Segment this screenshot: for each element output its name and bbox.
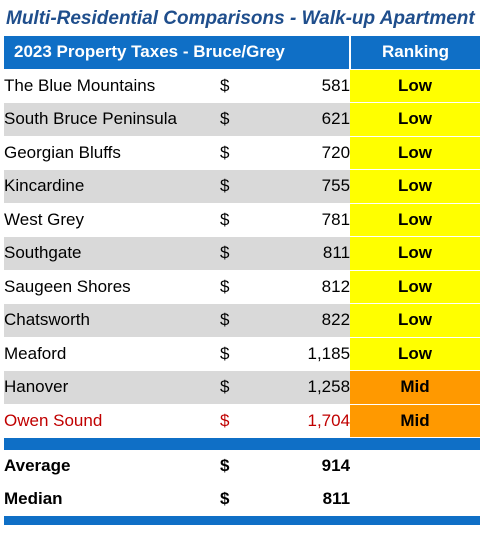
- dollar-sign: $: [220, 482, 270, 516]
- dollar-sign: $: [220, 202, 270, 237]
- table-row: South Bruce Peninsula $621 Low: [4, 102, 481, 136]
- header-ranking-label: Ranking: [350, 36, 481, 69]
- ranking-badge: Low: [350, 169, 481, 203]
- ranking-badge: Mid: [350, 403, 481, 438]
- municipality-name: Saugeen Shores: [4, 269, 220, 304]
- ranking-badge: Low: [350, 68, 481, 103]
- tax-amount: 822: [270, 303, 351, 337]
- tax-amount: 811: [270, 236, 351, 270]
- municipality-name: Chatsworth: [4, 303, 220, 337]
- summary-body: Average $914 Median $811: [4, 437, 481, 525]
- table-row: The Blue Mountains $581 Low: [4, 68, 481, 103]
- table-row: Georgian Bluffs $720 Low: [4, 135, 481, 170]
- dollar-sign: $: [220, 269, 270, 304]
- municipality-name: Meaford: [4, 336, 220, 371]
- divider-band-cell: [4, 515, 481, 525]
- ranking-badge: Mid: [350, 370, 481, 404]
- summary-amount: 811: [270, 482, 351, 516]
- table-row: Kincardine $755 Low: [4, 169, 481, 203]
- page-title: Multi-Residential Comparisons - Walk-up …: [6, 8, 475, 29]
- ranking-badge: Low: [350, 202, 481, 237]
- divider-band: [4, 515, 481, 525]
- municipality-name: Southgate: [4, 236, 220, 270]
- tax-amount: 755: [270, 169, 351, 203]
- municipality-name: Georgian Bluffs: [4, 135, 220, 170]
- summary-empty-cell: [350, 482, 481, 516]
- dollar-sign: $: [220, 403, 270, 438]
- summary-empty-cell: [350, 449, 481, 483]
- table-row: Saugeen Shores $812 Low: [4, 269, 481, 304]
- header-tax-label: 2023 Property Taxes - Bruce/Grey: [4, 36, 352, 69]
- table-row: Chatsworth $822 Low: [4, 303, 481, 337]
- tax-amount: 1,258: [270, 370, 351, 404]
- summary-row: Average $914: [4, 449, 481, 483]
- ranking-badge: Low: [350, 135, 481, 170]
- dollar-sign: $: [220, 449, 270, 483]
- summary-label: Median: [4, 482, 220, 516]
- tax-amount: 581: [270, 68, 351, 103]
- tax-comparison-table: 2023 Property Taxes - Bruce/Grey Ranking…: [4, 36, 481, 525]
- municipality-name: West Grey: [4, 202, 220, 237]
- table-row: West Grey $781 Low: [4, 202, 481, 237]
- municipality-name: Kincardine: [4, 169, 220, 203]
- ranking-badge: Low: [350, 102, 481, 136]
- municipality-name: The Blue Mountains: [4, 68, 220, 103]
- dollar-sign: $: [220, 135, 270, 170]
- dollar-sign: $: [220, 370, 270, 404]
- municipality-name: Owen Sound: [4, 403, 220, 438]
- dollar-sign: $: [220, 102, 270, 136]
- tax-amount: 781: [270, 202, 351, 237]
- tax-amount: 720: [270, 135, 351, 170]
- table-row: Southgate $811 Low: [4, 236, 481, 270]
- tax-amount: 1,185: [270, 336, 351, 371]
- ranking-badge: Low: [350, 303, 481, 337]
- table-body: The Blue Mountains $581 Low South Bruce Pen…: [4, 68, 481, 438]
- ranking-badge: Low: [350, 236, 481, 270]
- dollar-sign: $: [220, 68, 270, 103]
- dollar-sign: $: [220, 303, 270, 337]
- municipality-name: Hanover: [4, 370, 220, 404]
- tax-amount: 812: [270, 269, 351, 304]
- tax-amount: 621: [270, 102, 351, 136]
- summary-row: Median $811: [4, 482, 481, 516]
- table-row: Meaford $1,185 Low: [4, 336, 481, 371]
- dollar-sign: $: [220, 169, 270, 203]
- divider-band-cell: [4, 437, 481, 450]
- dollar-sign: $: [220, 336, 270, 371]
- ranking-badge: Low: [350, 269, 481, 304]
- tax-amount: 1,704: [270, 403, 351, 438]
- summary-amount: 914: [270, 449, 351, 483]
- table-row: Hanover $1,258 Mid: [4, 370, 481, 404]
- summary-label: Average: [4, 449, 220, 483]
- table-row: Owen Sound $1,704 Mid: [4, 403, 481, 438]
- municipality-name: South Bruce Peninsula: [4, 102, 220, 136]
- divider-band: [4, 437, 481, 450]
- dollar-sign: $: [220, 236, 270, 270]
- ranking-badge: Low: [350, 336, 481, 371]
- table-header-row: 2023 Property Taxes - Bruce/Grey Ranking: [4, 36, 481, 69]
